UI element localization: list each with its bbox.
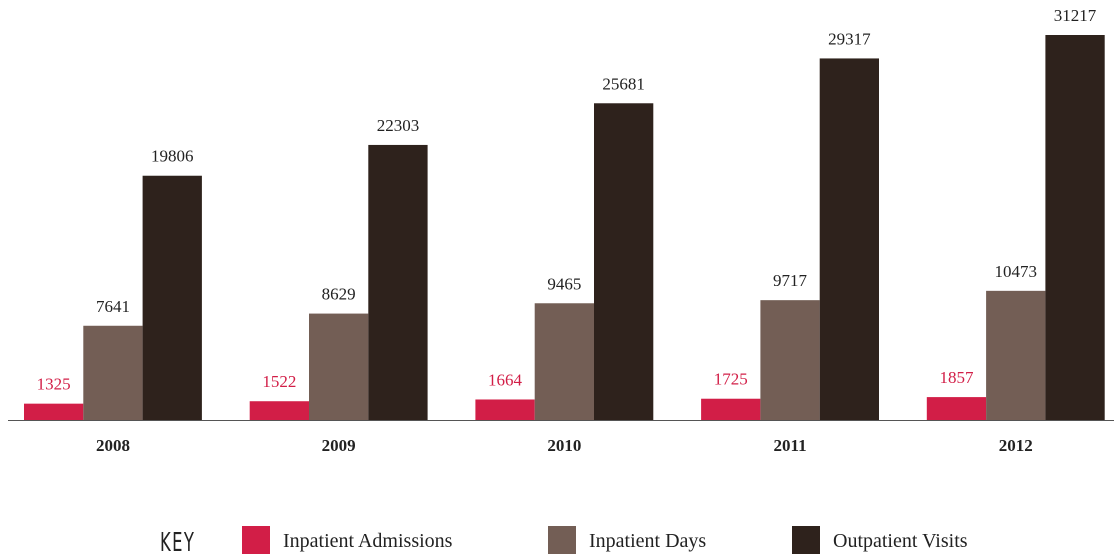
value-label: 9465 <box>547 274 581 293</box>
value-label: 1857 <box>939 368 974 387</box>
value-label: 1522 <box>262 372 296 391</box>
bar <box>986 290 1046 420</box>
legend-label: Outpatient Visits <box>833 530 968 552</box>
value-label: 19806 <box>151 147 194 166</box>
bar <box>24 403 84 420</box>
value-label: 8629 <box>322 285 356 304</box>
value-label: 10473 <box>995 262 1038 281</box>
value-label: 7641 <box>96 297 130 316</box>
value-label: 22303 <box>377 116 420 135</box>
value-label: 1325 <box>37 375 71 394</box>
value-label: 1725 <box>714 370 748 389</box>
bar <box>760 300 820 420</box>
legend-swatch <box>242 526 270 554</box>
bar <box>534 303 594 420</box>
value-label: 9717 <box>773 271 808 290</box>
value-label: 1664 <box>488 370 523 389</box>
bar <box>475 399 535 420</box>
bar <box>249 401 309 420</box>
bar <box>594 103 654 420</box>
legend-label: Inpatient Admissions <box>283 530 453 552</box>
bar <box>83 325 143 420</box>
bar <box>926 397 987 420</box>
x-tick-label: 2011 <box>774 436 807 455</box>
legend-label: Inpatient Days <box>589 530 706 552</box>
bar <box>819 58 879 421</box>
bar <box>142 175 202 420</box>
legend-swatch <box>548 526 576 554</box>
x-tick-label: 2010 <box>547 436 581 455</box>
value-label: 29317 <box>828 29 871 48</box>
x-tick-label: 2008 <box>96 436 130 455</box>
value-label: 25681 <box>602 74 645 93</box>
x-tick-label: 2009 <box>322 436 356 455</box>
bar <box>701 398 761 420</box>
x-tick-label: 2012 <box>999 436 1033 455</box>
legend-swatch <box>792 526 820 554</box>
legend-title: KEY <box>160 528 195 558</box>
bar <box>1045 35 1105 420</box>
value-label: 31217 <box>1054 6 1097 25</box>
bar <box>309 313 369 420</box>
bar <box>368 144 428 420</box>
